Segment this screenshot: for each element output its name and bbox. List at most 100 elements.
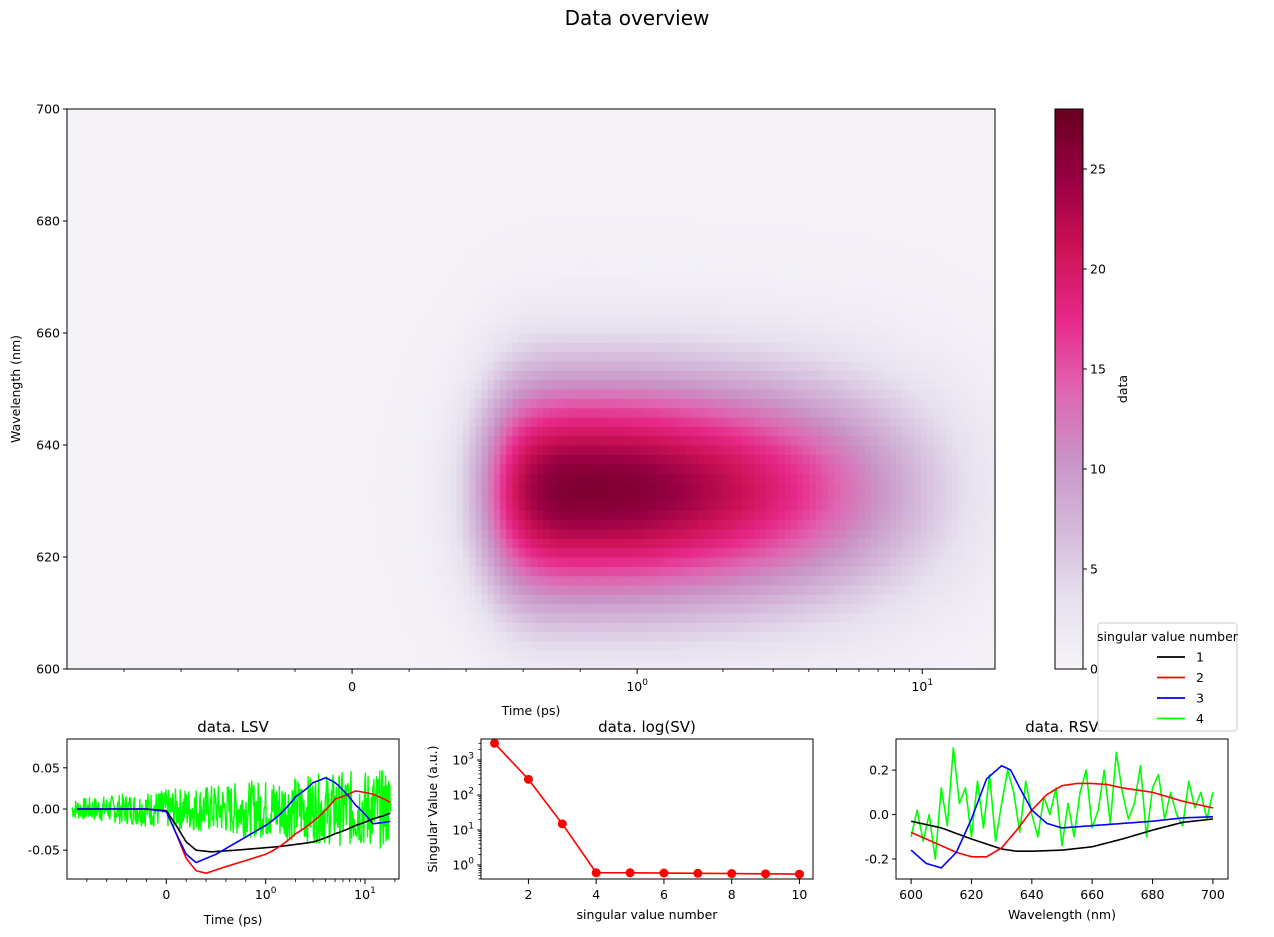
- heatmap-cell: [141, 631, 149, 642]
- heatmap-cell: [500, 267, 507, 278]
- heatmap-cell: [444, 603, 452, 614]
- heatmap-cell: [363, 482, 371, 493]
- heatmap-cell: [258, 594, 266, 605]
- heatmap-cell: [370, 641, 377, 651]
- heatmap-cell: [165, 473, 173, 483]
- heatmap-cell: [110, 398, 118, 409]
- heatmap-cell: [481, 305, 489, 315]
- heatmap-cell: [574, 407, 582, 418]
- heatmap-cell: [67, 361, 74, 371]
- heatmap-cell: [196, 501, 204, 511]
- heatmap-cell: [295, 585, 303, 595]
- heatmap-cell: [178, 445, 186, 455]
- heatmap-cell: [302, 351, 309, 362]
- heatmap-cell: [524, 379, 532, 390]
- heatmap-cell: [97, 127, 105, 138]
- heatmap-cell: [444, 473, 452, 483]
- heatmap-cell: [549, 351, 557, 362]
- heatmap-cell: [518, 211, 526, 222]
- heatmap-cell: [487, 277, 495, 287]
- heatmap-cell: [252, 557, 260, 567]
- heatmap-cell: [128, 183, 136, 194]
- heatmap-cell: [314, 463, 322, 474]
- heatmap-cell: [339, 622, 346, 633]
- heatmap-cell: [141, 463, 149, 474]
- heatmap-cell: [555, 622, 563, 633]
- heatmap-cell: [333, 407, 340, 418]
- heatmap-cell: [141, 445, 149, 455]
- heatmap-cell: [153, 267, 161, 278]
- heatmap-cell: [295, 137, 303, 147]
- heatmap-cell: [122, 351, 130, 362]
- heatmap-cell: [110, 165, 118, 175]
- heatmap-cell: [234, 426, 241, 437]
- heatmap-cell: [234, 221, 241, 231]
- heatmap-cell: [277, 286, 285, 297]
- heatmap-cell: [450, 323, 458, 334]
- heatmap-cell: [277, 146, 285, 157]
- heatmap-cell: [215, 267, 223, 278]
- heatmap-cell: [190, 379, 198, 390]
- heatmap-cell: [283, 305, 291, 315]
- heatmap-cell: [345, 426, 353, 437]
- heatmap-cell: [425, 333, 433, 343]
- heatmap-cell: [394, 389, 402, 399]
- heatmap-cell: [258, 286, 266, 297]
- heatmap-cell: [271, 585, 278, 595]
- heatmap-cell: [184, 473, 192, 483]
- heatmap-cell: [184, 547, 192, 558]
- heatmap-cell: [295, 183, 303, 194]
- heatmap-cell: [196, 529, 204, 539]
- heatmap-cell: [487, 146, 495, 157]
- heatmap-cell: [549, 183, 557, 194]
- heatmap-cell: [326, 351, 334, 362]
- heatmap-cell: [568, 538, 575, 549]
- heatmap-cell: [221, 426, 229, 437]
- heatmap-cell: [215, 379, 223, 390]
- heatmap-cell: [258, 118, 266, 129]
- heatmap-cell: [159, 351, 167, 362]
- heatmap-cell: [91, 557, 99, 567]
- heatmap-cell: [419, 445, 427, 455]
- heatmap-cell: [116, 370, 124, 381]
- heatmap-cell: [141, 510, 149, 521]
- heatmap-cell: [413, 286, 421, 297]
- heatmap-cell: [302, 463, 309, 474]
- heatmap-cell: [351, 183, 359, 194]
- heatmap-cell: [302, 594, 309, 605]
- heatmap-cell: [506, 575, 514, 586]
- heatmap-cell: [574, 594, 582, 605]
- heatmap-cell: [493, 202, 501, 213]
- heatmap-cell: [104, 295, 111, 306]
- heatmap-cell: [283, 249, 291, 259]
- heatmap-cell: [345, 174, 353, 185]
- heatmap-cell: [543, 361, 551, 371]
- heatmap-cell: [302, 183, 309, 194]
- heatmap-cell: [394, 613, 402, 623]
- heatmap-cell: [153, 641, 161, 651]
- heatmap-cell: [203, 491, 210, 502]
- heatmap-cell: [73, 510, 80, 521]
- heatmap-cell: [370, 267, 377, 278]
- heatmap-cell: [401, 193, 408, 203]
- heatmap-cell: [543, 323, 551, 334]
- heatmap-cell: [314, 202, 322, 213]
- heatmap-cell: [221, 417, 229, 427]
- heatmap-cell: [549, 557, 557, 567]
- heatmap-cell: [221, 566, 229, 577]
- heatmap-cell: [141, 323, 149, 334]
- heatmap-cell: [240, 650, 248, 661]
- heatmap-cell: [388, 426, 396, 437]
- heatmap-cell: [469, 277, 476, 287]
- heatmap-cell: [432, 183, 439, 194]
- heatmap-cell: [481, 575, 489, 586]
- heatmap-cell: [258, 454, 266, 465]
- heatmap-cell: [438, 622, 445, 633]
- heatmap-cell: [110, 109, 118, 119]
- heatmap-cell: [475, 398, 483, 409]
- heatmap-cell: [271, 202, 278, 213]
- heatmap-cell: [135, 613, 142, 623]
- heatmap-cell: [561, 501, 569, 511]
- heatmap-cell: [246, 435, 254, 446]
- heatmap-cell: [221, 473, 229, 483]
